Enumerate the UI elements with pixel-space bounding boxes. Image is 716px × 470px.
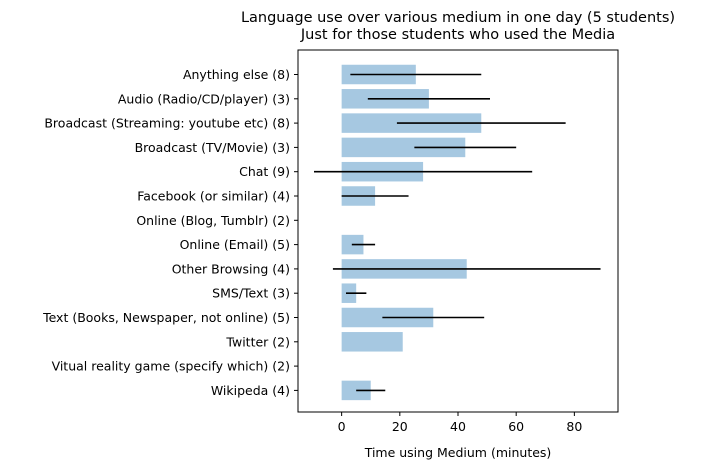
x-axis-label: Time using Medium (minutes): [364, 445, 552, 460]
bars-group: [341, 64, 482, 401]
category-label: Text (Books, Newspaper, not online) (5): [42, 310, 290, 325]
x-tick-label: 60: [508, 419, 524, 434]
category-label: Online (Blog, Tumblr) (2): [136, 213, 290, 228]
category-label: Facebook (or similar) (4): [137, 189, 290, 204]
category-label: Anything else (8): [183, 67, 290, 82]
category-label: Online (Email) (5): [180, 237, 290, 252]
x-tick-label: 20: [392, 419, 408, 434]
category-label: Chat (9): [239, 164, 290, 179]
chart-title: Language use over various medium in one …: [241, 10, 675, 26]
category-label: Other Browsing (4): [172, 261, 290, 276]
x-tick-label: 40: [450, 419, 466, 434]
category-label: Broadcast (TV/Movie) (3): [135, 140, 290, 155]
error-bars-group: [314, 73, 601, 392]
category-label: Twitter (2): [225, 334, 290, 349]
category-label: SMS/Text (3): [212, 286, 290, 301]
category-label: Audio (Radio/CD/player) (3): [118, 91, 290, 106]
category-label: Wikipeda (4): [211, 383, 290, 398]
category-labels-group: Anything else (8) Audio (Radio/CD/player)…: [42, 67, 298, 398]
x-tick-label: 80: [566, 419, 582, 434]
category-label: Vitual reality game (specify which) (2): [52, 359, 290, 374]
chart-subtitle: Just for those students who used the Med…: [300, 27, 615, 43]
x-tick-label: 0: [338, 419, 346, 434]
bar: [341, 137, 466, 158]
bar: [341, 332, 403, 352]
category-label: Broadcast (Streaming: youtube etc) (8): [44, 116, 290, 131]
x-ticks-group: 0 20 40 60 80: [338, 412, 582, 434]
